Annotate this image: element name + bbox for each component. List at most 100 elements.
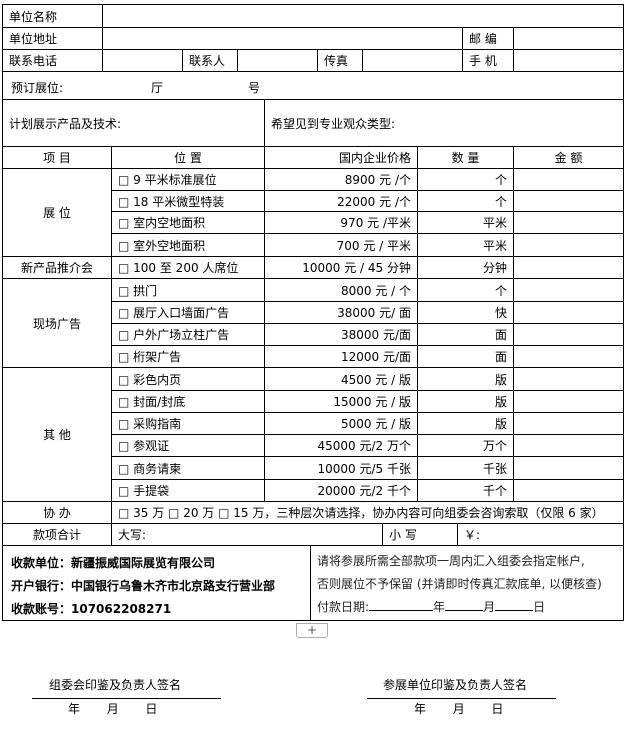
row-position-checkbox[interactable]: □ 室外空地面积 bbox=[111, 233, 265, 257]
row-quantity-input[interactable]: 版 bbox=[417, 390, 514, 413]
row-amount-input[interactable] bbox=[513, 456, 624, 480]
row-price: 10000 元/5 千张 bbox=[264, 456, 418, 480]
row-price: 38000 元/ 面 bbox=[264, 301, 418, 324]
row-quantity-input[interactable]: 千张 bbox=[417, 456, 514, 480]
row-quantity-input[interactable]: 个 bbox=[417, 168, 514, 191]
row-price: 12000 元/面 bbox=[264, 345, 418, 368]
booth-row[interactable] bbox=[2, 71, 624, 100]
fax-label: 传真 bbox=[317, 49, 363, 72]
month-label: 月 bbox=[483, 600, 496, 614]
row-amount-input[interactable] bbox=[513, 434, 624, 457]
row-price: 15000 元 / 版 bbox=[264, 390, 418, 413]
row-amount-input[interactable] bbox=[513, 211, 624, 234]
row-amount-input[interactable] bbox=[513, 301, 624, 324]
row-position-checkbox[interactable]: □ 参观证 bbox=[111, 434, 265, 457]
row-quantity-input[interactable]: 个 bbox=[417, 278, 514, 302]
account: 收款账号：107062208271 bbox=[11, 602, 172, 616]
row-amount-input[interactable] bbox=[513, 345, 624, 368]
row-position-checkbox[interactable]: □ 彩色内页 bbox=[111, 367, 265, 391]
postcode-label: 邮 编 bbox=[462, 27, 514, 50]
header-quantity: 数 量 bbox=[417, 146, 514, 169]
row-quantity-input[interactable]: 千个 bbox=[417, 479, 514, 502]
add-row-button[interactable]: + bbox=[296, 623, 328, 638]
payment-note: 请将参展所需全部款项一周内汇入组委会指定帐户, 否则展位不予保留 (并请即时传真… bbox=[310, 545, 624, 621]
signature-line-right[interactable] bbox=[367, 698, 556, 699]
unit-name-input[interactable] bbox=[102, 4, 624, 28]
total-small-input[interactable]: ￥: bbox=[457, 523, 624, 546]
row-price: 22000 元 /个 bbox=[264, 190, 418, 212]
booth-label: 预订展位: bbox=[11, 81, 64, 95]
row-quantity-input[interactable]: 万个 bbox=[417, 434, 514, 457]
row-price: 20000 元/2 千个 bbox=[264, 479, 418, 502]
note-line2: 否则展位不予保留 (并请即时传真汇款底单, 以便核查) bbox=[317, 577, 602, 591]
postcode-input[interactable] bbox=[513, 27, 624, 50]
row-price: 45000 元/2 万个 bbox=[264, 434, 418, 457]
header-price: 国内企业价格 bbox=[264, 146, 418, 169]
mobile-input[interactable] bbox=[513, 49, 624, 72]
row-amount-input[interactable] bbox=[513, 390, 624, 413]
group-launch: 新产品推介会 bbox=[2, 256, 112, 279]
row-position-checkbox[interactable]: □ 拱门 bbox=[111, 278, 265, 302]
unit-address-input[interactable] bbox=[102, 27, 463, 50]
row-position-checkbox[interactable]: □ 桁架广告 bbox=[111, 345, 265, 368]
audience-field[interactable]: 希望见到专业观众类型: bbox=[264, 99, 624, 147]
row-position-checkbox[interactable]: □ 封面/封底 bbox=[111, 390, 265, 413]
row-quantity-input[interactable]: 版 bbox=[417, 367, 514, 391]
row-amount-input[interactable] bbox=[513, 168, 624, 191]
unit-address-label: 单位地址 bbox=[2, 27, 103, 50]
row-quantity-input[interactable]: 面 bbox=[417, 345, 514, 368]
row-amount-input[interactable] bbox=[513, 278, 624, 302]
row-position-checkbox[interactable]: □ 100 至 200 人席位 bbox=[111, 256, 265, 279]
date-label: 付款日期: bbox=[317, 600, 370, 614]
row-position-checkbox[interactable]: □ 手提袋 bbox=[111, 479, 265, 502]
row-quantity-input[interactable]: 平米 bbox=[417, 211, 514, 234]
row-amount-input[interactable] bbox=[513, 190, 624, 212]
phone-input[interactable] bbox=[102, 49, 183, 72]
row-amount-input[interactable] bbox=[513, 233, 624, 257]
products-field[interactable]: 计划展示产品及技术: bbox=[2, 99, 265, 147]
group-total: 款项合计 bbox=[2, 523, 112, 546]
header-position: 位 置 bbox=[111, 146, 265, 169]
number-label: 号 bbox=[248, 81, 261, 95]
bank: 开户银行：中国银行乌鲁木齐市北京路支行营业部 bbox=[11, 579, 276, 593]
row-price: 8000 元 / 个 bbox=[264, 278, 418, 302]
row-quantity-input[interactable]: 个 bbox=[417, 190, 514, 212]
total-capital-input[interactable]: 大写: bbox=[111, 523, 383, 546]
row-quantity-input[interactable]: 面 bbox=[417, 323, 514, 346]
row-amount-input[interactable] bbox=[513, 323, 624, 346]
row-quantity-input[interactable]: 快 bbox=[417, 301, 514, 324]
hall-label: 厅 bbox=[151, 81, 164, 95]
contact-input[interactable] bbox=[237, 49, 318, 72]
row-amount-input[interactable] bbox=[513, 367, 624, 391]
row-position-checkbox[interactable]: □ 展厅入口墙面广告 bbox=[111, 301, 265, 324]
row-position-checkbox[interactable]: □ 室内空地面积 bbox=[111, 211, 265, 234]
group-booth: 展 位 bbox=[2, 168, 112, 257]
row-position-checkbox[interactable]: □ 采购指南 bbox=[111, 412, 265, 435]
signature-label-right: 参展单位印鉴及负责人签名 bbox=[383, 678, 528, 692]
row-amount-input[interactable] bbox=[513, 256, 624, 279]
payment-date[interactable]: 付款日期: 年 月 日 bbox=[317, 596, 617, 619]
row-amount-input[interactable] bbox=[513, 479, 624, 502]
signature-date-right: 年 月 日 bbox=[414, 702, 504, 716]
row-quantity-input[interactable]: 版 bbox=[417, 412, 514, 435]
row-quantity-input[interactable]: 平米 bbox=[417, 233, 514, 257]
signature-date-left: 年 月 日 bbox=[68, 702, 158, 716]
row-amount-input[interactable] bbox=[513, 412, 624, 435]
row-position-checkbox[interactable]: □ 户外广场立柱广告 bbox=[111, 323, 265, 346]
row-price: 10000 元 / 45 分钟 bbox=[264, 256, 418, 279]
row-position-checkbox[interactable]: □ 18 平米微型特装 bbox=[111, 190, 265, 212]
note-line1: 请将参展所需全部款项一周内汇入组委会指定帐户, bbox=[317, 554, 585, 568]
day-label: 日 bbox=[533, 600, 546, 614]
sponsor-options[interactable]: □ 35 万 □ 20 万 □ 15 万，三种层次请选择，协办内容可向组委会咨询… bbox=[111, 501, 624, 524]
row-position-checkbox[interactable]: □ 商务请柬 bbox=[111, 456, 265, 480]
group-sponsor: 协 办 bbox=[2, 501, 112, 524]
row-quantity-input[interactable]: 分钟 bbox=[417, 256, 514, 279]
year-label: 年 bbox=[433, 600, 446, 614]
row-price: 4500 元 / 版 bbox=[264, 367, 418, 391]
signature-line-left[interactable] bbox=[32, 698, 221, 699]
row-position-checkbox[interactable]: □ 9 平米标准展位 bbox=[111, 168, 265, 191]
fax-input[interactable] bbox=[362, 49, 463, 72]
row-price: 970 元 /平米 bbox=[264, 211, 418, 234]
header-item: 项 目 bbox=[2, 146, 112, 169]
group-ads: 现场广告 bbox=[2, 278, 112, 368]
